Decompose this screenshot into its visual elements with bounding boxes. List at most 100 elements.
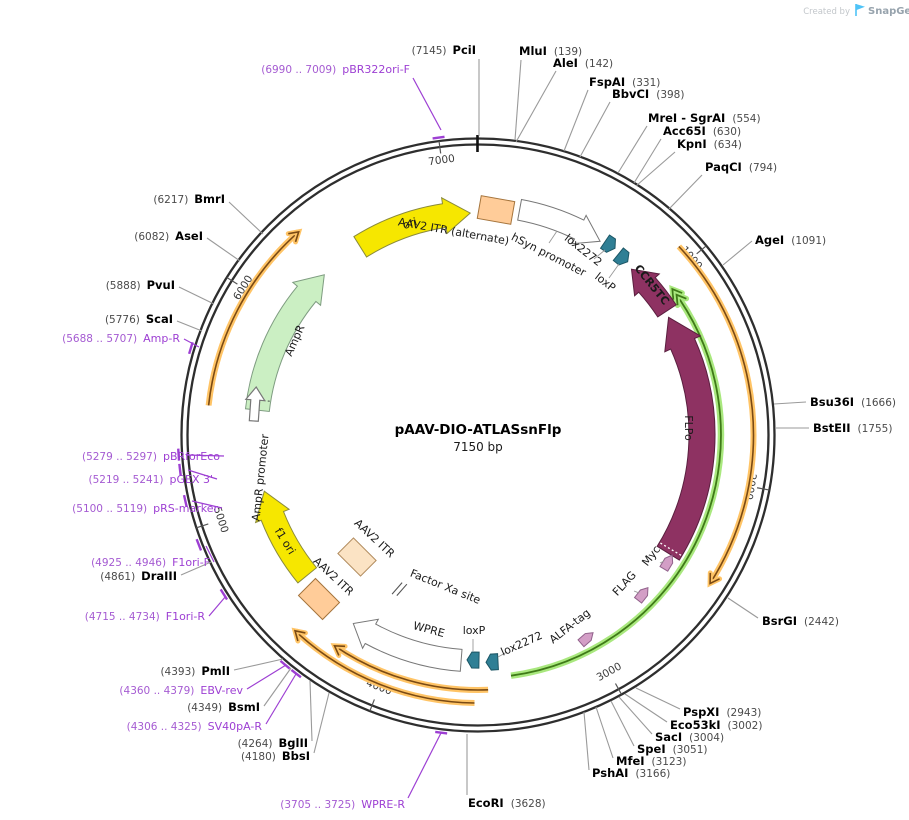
ampr-cds[interactable] — [244, 274, 325, 413]
primer-label-pBRforEco[interactable]: (5279 .. 5297) pBRforEco — [82, 450, 220, 463]
orf-arc-green[interactable] — [510, 288, 722, 677]
enzyme-label-part: BglII — [279, 736, 309, 750]
alfa-tag[interactable] — [577, 629, 596, 648]
lox2272-top[interactable] — [599, 234, 620, 255]
enzyme-label-part: BbsI — [282, 749, 310, 763]
primer-label-Amp-R[interactable]: (5688 .. 5707) Amp-R — [62, 332, 180, 345]
enzyme-label-part: DraIII — [141, 569, 177, 583]
primer-label-pRS-marker[interactable]: (5100 .. 5119) pRS-marker — [72, 502, 218, 515]
primer-line-EBV-rev — [246, 664, 287, 690]
enzyme-label-BglII[interactable]: (4264) BglII — [238, 736, 308, 750]
enzyme-label-part: Bsu36I — [810, 395, 854, 409]
enzyme-label-MreI - SgrAI[interactable]: MreI - SgrAI (554) — [648, 111, 761, 125]
enzyme-label-part: SpeI — [637, 742, 666, 756]
flpo-cds-label[interactable]: FLPo — [682, 415, 695, 441]
enzyme-line-MfeI — [595, 706, 614, 759]
enzyme-label-FspAI[interactable]: FspAI (331) — [589, 75, 660, 89]
enzyme-label-ScaI[interactable]: (5776) ScaI — [105, 312, 173, 326]
loxp-bottom-label[interactable]: loxP — [463, 624, 486, 637]
aav2-itr[interactable] — [297, 577, 341, 621]
flag-tag-label[interactable]: FLAG — [610, 569, 639, 599]
primer-tick-pGEX 3' — [178, 463, 182, 476]
factor-xa-site[interactable] — [391, 581, 408, 598]
orf-arc-orange-bottom-outer[interactable] — [294, 630, 475, 704]
primer-label-part: (4306 .. 4325) — [127, 721, 202, 733]
primer-label-F1ori-R[interactable]: (4715 .. 4734) F1ori-R — [85, 610, 206, 623]
enzyme-label-part: (331) — [632, 77, 660, 89]
enzyme-label-part: (1755) — [858, 423, 893, 435]
enzyme-line-BsrGI — [727, 597, 759, 619]
orf-arc-orange-left[interactable] — [207, 231, 300, 406]
loxp-top-label[interactable]: loxP — [592, 270, 618, 294]
enzyme-label-part: (142) — [585, 58, 613, 70]
lox2272-bottom[interactable] — [485, 653, 499, 671]
scale-tick-6000 — [226, 276, 238, 285]
enzyme-label-PshAI[interactable]: PshAI (3166) — [592, 766, 670, 780]
aav2-itr-alternate[interactable] — [476, 195, 516, 225]
enzyme-label-PvuI[interactable]: (5888) PvuI — [106, 278, 175, 292]
primer-label-EBV-rev[interactable]: (4360 .. 4379) EBV-rev — [119, 684, 243, 697]
enzyme-label-AseI[interactable]: (6082) AseI — [134, 229, 203, 243]
enzyme-label-AleI[interactable]: AleI (142) — [553, 56, 613, 70]
enzyme-label-part: (634) — [714, 139, 742, 151]
enzyme-label-BsrGI[interactable]: BsrGI (2442) — [762, 614, 839, 628]
loxp-bottom[interactable] — [466, 651, 480, 669]
enzyme-label-Eco53kI[interactable]: Eco53kI (3002) — [670, 718, 762, 732]
hsyn-promoter[interactable] — [517, 198, 601, 245]
enzyme-label-BbsI[interactable]: (4180) BbsI — [241, 749, 310, 763]
ori-label[interactable]: ori — [401, 215, 418, 232]
primer-tick-EBV-rev — [279, 659, 291, 670]
enzyme-label-MluI[interactable]: MluI (139) — [519, 44, 582, 58]
enzyme-label-part: MluI — [519, 44, 547, 58]
enzyme-label-AgeI[interactable]: AgeI (1091) — [755, 233, 826, 247]
enzyme-label-EcoRI[interactable]: EcoRI (3628) — [468, 796, 546, 810]
enzyme-label-SpeI[interactable]: SpeI (3051) — [637, 742, 708, 756]
enzyme-label-KpnI[interactable]: KpnI (634) — [677, 137, 742, 151]
enzyme-label-part: (7145) — [412, 45, 447, 57]
enzyme-label-SacI[interactable]: SacI (3004) — [655, 730, 724, 744]
enzyme-label-Bsu36I[interactable]: Bsu36I (1666) — [810, 395, 896, 409]
factor-xa-site-label[interactable]: Factor Xa site — [408, 567, 482, 607]
flag-tag[interactable] — [633, 585, 652, 604]
myc-tag[interactable] — [659, 553, 676, 572]
enzyme-label-part: BmrI — [194, 192, 225, 206]
lox2272-bottom-label[interactable]: lox2272 — [499, 629, 544, 659]
primer-label-pBR322ori-F[interactable]: (6990 .. 7009) pBR322ori-F — [261, 63, 410, 76]
enzyme-label-MfeI[interactable]: MfeI (3123) — [616, 754, 686, 768]
orf-arc-orange-bottom-inner[interactable] — [334, 645, 489, 691]
primer-label-WPRE-R[interactable]: (3705 .. 3725) WPRE-R — [280, 798, 405, 811]
primer-label-pGEX 3'[interactable]: (5219 .. 5241) pGEX 3' — [88, 473, 213, 486]
enzyme-label-part: (3628) — [511, 798, 546, 810]
enzyme-label-BmrI[interactable]: (6217) BmrI — [153, 192, 225, 206]
enzyme-label-part: (630) — [713, 126, 741, 138]
enzyme-line-DraIII — [180, 561, 212, 576]
enzyme-label-part: PvuI — [147, 278, 175, 292]
f1-ori[interactable] — [254, 490, 318, 584]
orf-arc-orange-right[interactable] — [678, 245, 755, 584]
primer-label-part: F1ori-R — [166, 610, 206, 623]
wpre[interactable] — [352, 618, 463, 672]
lox2272-top-leader-line — [593, 249, 606, 260]
flpo-cds[interactable] — [656, 316, 716, 561]
enzyme-label-PciI[interactable]: (7145) PciI — [412, 43, 476, 57]
primer-label-SV40pA-R[interactable]: (4306 .. 4325) SV40pA-R — [127, 720, 263, 733]
ampr-promoter[interactable] — [244, 386, 266, 422]
enzyme-label-BstEII[interactable]: BstEII (1755) — [813, 421, 892, 435]
enzyme-label-Acc65I[interactable]: Acc65I (630) — [663, 124, 741, 138]
enzyme-label-part: (139) — [554, 46, 582, 58]
enzyme-label-PmlI[interactable]: (4393) PmlI — [160, 664, 230, 678]
enzyme-label-BsmI[interactable]: (4349) BsmI — [187, 700, 260, 714]
ccr5tc[interactable] — [630, 268, 677, 318]
loxp-top[interactable] — [612, 247, 632, 268]
primer-label-part: (3705 .. 3725) — [280, 799, 355, 811]
enzyme-label-BbvCI[interactable]: BbvCI (398) — [612, 87, 684, 101]
wpre-label[interactable]: WPRE — [412, 619, 446, 640]
aav2-itr-inner[interactable] — [337, 537, 377, 577]
primer-label-F1ori-F[interactable]: (4925 .. 4946) F1ori-F — [91, 556, 210, 569]
enzyme-label-DraIII[interactable]: (4861) DraIII — [100, 569, 177, 583]
enzyme-label-PspXI[interactable]: PspXI (2943) — [683, 705, 761, 719]
ori[interactable] — [353, 196, 472, 258]
enzyme-line-AleI — [515, 70, 557, 143]
enzyme-label-PaqCI[interactable]: PaqCI (794) — [705, 160, 777, 174]
